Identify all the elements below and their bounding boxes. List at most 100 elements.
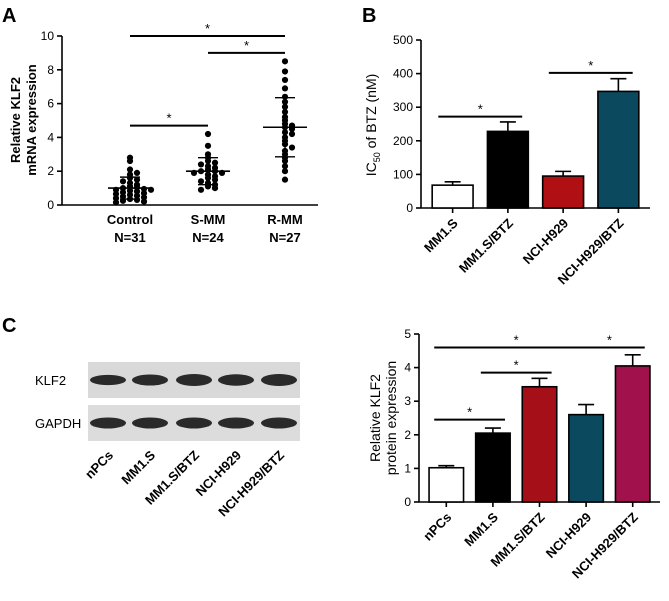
chart-b-xtick-label: NCI-H929 bbox=[520, 216, 571, 267]
chart-b-ylabel-main: IC bbox=[363, 162, 379, 176]
chart-c-bar bbox=[428, 466, 465, 503]
chart-a-n-label: N=31 bbox=[114, 230, 145, 245]
chart-a-point bbox=[126, 157, 134, 165]
chart-c-ytick-label: 0 bbox=[404, 495, 411, 509]
wb-row-label-klf2: KLF2 bbox=[35, 373, 66, 388]
chart-b-significance-star: * bbox=[478, 102, 483, 117]
chart-c-ytick-label: 3 bbox=[404, 394, 411, 408]
chart-c-ylabel-line1: Relative KLF2 bbox=[367, 374, 383, 462]
chart-a-point bbox=[133, 176, 141, 183]
chart-a-point bbox=[133, 169, 141, 176]
chart-a-xtick-label: R-MM bbox=[267, 212, 302, 227]
chart-a-point bbox=[281, 157, 289, 165]
chart-b-ylabel: IC50 of BTZ (nM) bbox=[363, 74, 382, 177]
chart-a-point bbox=[140, 198, 148, 205]
chart-a-point bbox=[112, 199, 120, 206]
chart-b-significance-star: * bbox=[588, 58, 593, 73]
chart-c-ytick-label: 4 bbox=[404, 361, 411, 375]
chart-c-bar bbox=[474, 432, 511, 503]
chart-c-ytick-label: 1 bbox=[404, 461, 411, 475]
wb-lane-label: nPCs bbox=[82, 448, 116, 482]
chart-c-xtick-label: MM1.S bbox=[461, 509, 501, 549]
western-blot: KLF2 GAPDH nPCs MM1.SMM1.S/BTZNCI-H929NCI… bbox=[35, 362, 300, 519]
chart-c-significance-star: * bbox=[514, 358, 519, 373]
chart-b-xtick-label: MM1.S/BTZ bbox=[456, 215, 516, 275]
chart-a-ytick-label: 6 bbox=[47, 97, 54, 111]
chart-a-point bbox=[126, 166, 134, 173]
chart-b-ytick-label: 500 bbox=[393, 33, 413, 47]
chart-a-point bbox=[288, 144, 296, 151]
chart-c-significance-star: * bbox=[467, 405, 472, 420]
chart-a-ytick-label: 10 bbox=[41, 29, 55, 43]
chart-a-n-label: N=24 bbox=[192, 230, 224, 245]
chart-a-point bbox=[133, 196, 141, 204]
chart-a-point bbox=[211, 176, 219, 183]
chart-a-point bbox=[281, 85, 289, 92]
chart-a-point bbox=[204, 142, 212, 149]
chart-a-significance-star: * bbox=[166, 111, 171, 126]
wb-band-klf2 bbox=[90, 374, 126, 386]
chart-a-xtick-label: Control bbox=[107, 212, 153, 227]
chart-b-bar bbox=[431, 184, 474, 209]
chart-c-ylabel-line2: protein expression bbox=[383, 361, 399, 475]
chart-a-ytick-label: 8 bbox=[47, 63, 54, 77]
wb-band-klf2 bbox=[218, 374, 254, 386]
chart-b-ytick-label: 200 bbox=[393, 134, 413, 148]
chart-a: 0 2 4 6 8 10 Control N=31 S-MM N=24 R-MM N=27 * * * bbox=[41, 21, 318, 245]
chart-a-point bbox=[197, 161, 205, 168]
wb-band-gapdh bbox=[90, 417, 126, 429]
wb-row-label-gapdh: GAPDH bbox=[35, 416, 81, 431]
chart-a-ylabel-line1: Relative KLF2 bbox=[8, 77, 23, 163]
chart-b-xtick-label: MM1.S bbox=[421, 215, 461, 255]
chart-a-xtick-label: S-MM bbox=[191, 212, 226, 227]
chart-a-point bbox=[211, 185, 219, 192]
chart-a-point bbox=[281, 168, 289, 175]
chart-c-bar bbox=[614, 365, 651, 503]
wb-band-gapdh bbox=[176, 417, 212, 429]
chart-c-ytick-label: 5 bbox=[404, 327, 411, 341]
chart-b-ytick-label: 0 bbox=[406, 201, 413, 215]
chart-a-ylabel-line2: mRNA expression bbox=[24, 64, 39, 176]
chart-c-xtick-label: nPCs bbox=[420, 510, 454, 544]
chart-a-point bbox=[281, 176, 289, 183]
chart-b-ytick-label: 300 bbox=[393, 100, 413, 114]
chart-a-point bbox=[281, 68, 289, 75]
chart-a-point bbox=[281, 93, 289, 100]
wb-lane-label: MM1.S bbox=[118, 447, 158, 487]
panel-letter-c: C bbox=[2, 315, 16, 337]
chart-a-point bbox=[197, 186, 205, 193]
chart-a-point bbox=[119, 178, 127, 185]
wb-band-gapdh bbox=[218, 417, 254, 429]
chart-a-point bbox=[281, 76, 289, 84]
chart-a-point bbox=[211, 159, 219, 166]
chart-b-ytick-label: 400 bbox=[393, 67, 413, 81]
chart-a-point bbox=[281, 58, 289, 65]
chart-a-point bbox=[204, 130, 212, 138]
chart-a-ytick-label: 4 bbox=[47, 130, 54, 144]
chart-a-point bbox=[197, 178, 205, 185]
wb-band-gapdh bbox=[132, 417, 168, 429]
chart-b-ylabel-rest: of BTZ (nM) bbox=[363, 74, 379, 153]
chart-b-bar bbox=[597, 90, 640, 209]
wb-band-klf2 bbox=[261, 374, 297, 386]
chart-a-significance-star: * bbox=[244, 38, 249, 53]
chart-c-ytick-label: 2 bbox=[404, 428, 411, 442]
wb-band-klf2 bbox=[132, 374, 168, 386]
chart-c-significance-star: * bbox=[514, 332, 519, 347]
panel-letter-a: A bbox=[2, 5, 16, 27]
chart-a-n-label: N=27 bbox=[269, 230, 300, 245]
chart-b-bar bbox=[486, 130, 530, 209]
chart-c-significance-star: * bbox=[607, 332, 612, 347]
chart-c-bar bbox=[521, 385, 558, 503]
chart-a-point bbox=[288, 130, 296, 138]
chart-a-significance-star: * bbox=[205, 21, 210, 36]
chart-a-ytick-label: 0 bbox=[47, 198, 54, 212]
chart-a-ytick-label: 2 bbox=[47, 164, 54, 178]
wb-band-gapdh bbox=[261, 417, 297, 429]
chart-c-bar bbox=[568, 413, 605, 503]
chart-b-ytick-label: 100 bbox=[393, 167, 413, 181]
chart-b-ylabel-sub: 50 bbox=[372, 152, 382, 162]
